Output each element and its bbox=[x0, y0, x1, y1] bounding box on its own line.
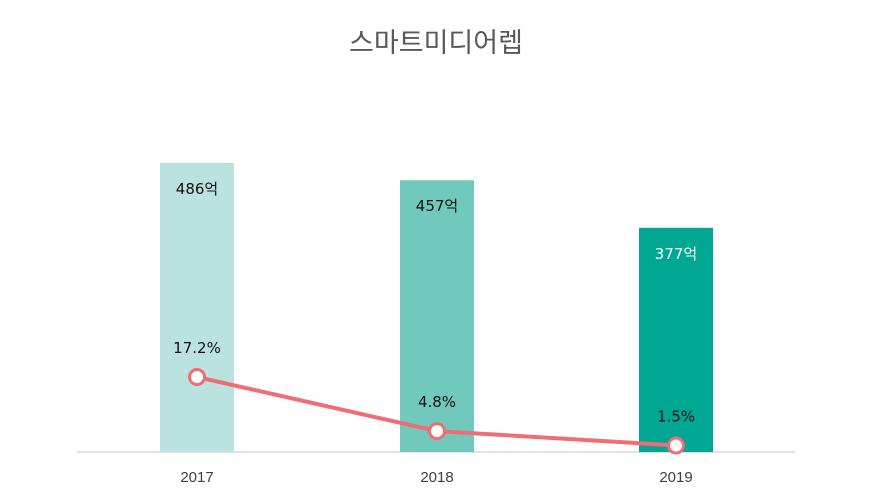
line-point-2017 bbox=[188, 368, 206, 386]
bar-2017 bbox=[160, 163, 234, 452]
x-tick-label: 2018 bbox=[420, 469, 453, 486]
bar-value-label: 457억 bbox=[416, 197, 458, 215]
line-point-2019 bbox=[667, 436, 685, 455]
x-tick-label: 2019 bbox=[659, 469, 692, 486]
bar-value-label: 486억 bbox=[176, 180, 218, 198]
line-value-label: 1.5% bbox=[657, 407, 695, 425]
line-layer: 17.2% 4.8% 1.5% bbox=[173, 339, 695, 455]
bar-2018 bbox=[400, 180, 474, 452]
chart-title: 스마트미디어렙 bbox=[349, 28, 523, 59]
line-value-label: 4.8% bbox=[418, 393, 456, 411]
line-point-2018 bbox=[428, 422, 446, 441]
line-value-label: 17.2% bbox=[173, 339, 221, 357]
bar-2019 bbox=[639, 227, 713, 452]
bar-value-label: 377억 bbox=[655, 245, 697, 263]
x-tick-label: 2017 bbox=[180, 469, 213, 486]
bars-layer: 486억 457억 377억 bbox=[160, 163, 713, 452]
x-axis-ticks: 2017 2018 2019 bbox=[180, 469, 692, 486]
